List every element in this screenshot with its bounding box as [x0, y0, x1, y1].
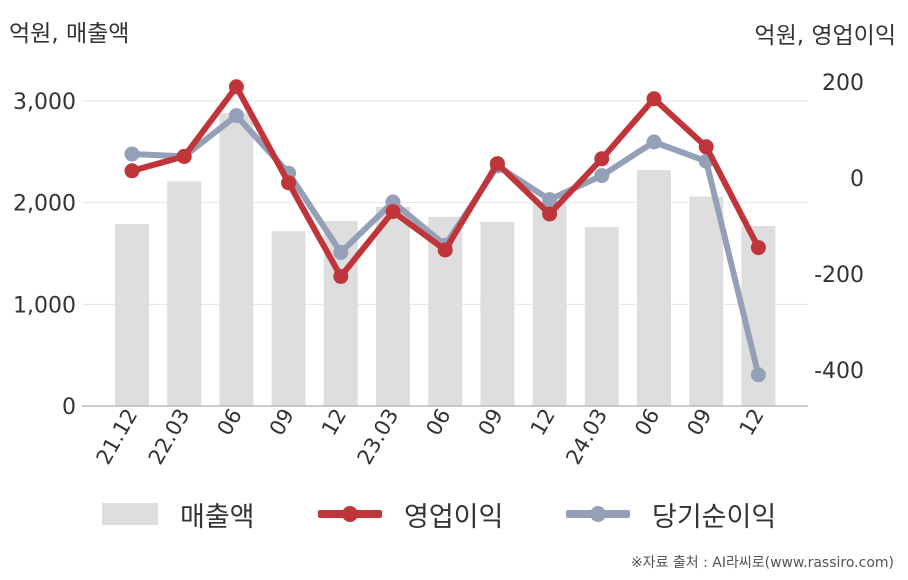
operating-profit-marker: [750, 240, 766, 256]
revenue-bar: [480, 221, 515, 406]
operating-profit-marker: [594, 151, 610, 167]
legend-item-operating: 영업이익: [318, 494, 503, 534]
profit-lines: [124, 79, 766, 383]
x-tick-label: 23.03: [352, 405, 403, 469]
legend-net-marker: [590, 506, 606, 522]
left-tick-label: 3,000: [13, 90, 76, 115]
revenue-bar: [689, 196, 724, 406]
x-tick-label: 09: [682, 405, 716, 440]
operating-profit-marker: [124, 163, 140, 179]
revenue-bar: [115, 224, 149, 406]
operating-profit-marker: [542, 206, 558, 222]
net-income-marker: [124, 146, 140, 162]
left-tick-label: 1,000: [13, 293, 76, 318]
legend-item-revenue: 매출액: [102, 494, 255, 534]
net-income-marker: [333, 244, 349, 260]
x-tick-label: 06: [630, 405, 664, 440]
operating-profit-marker: [176, 148, 192, 164]
revenue-bar: [584, 227, 619, 406]
right-axis-unit: 억원, 영업이익: [754, 23, 896, 49]
x-tick-label: 12: [735, 405, 769, 440]
legend-revenue-label: 매출액: [180, 501, 255, 533]
left-tick-label: 0: [62, 395, 76, 420]
right-tick-label: -400: [814, 359, 864, 384]
x-tick-label: 09: [265, 405, 299, 440]
operating-profit-marker: [281, 175, 297, 191]
revenue-bar: [532, 201, 567, 406]
x-tick-label: 21.12: [91, 405, 142, 469]
net-income-marker: [750, 367, 766, 383]
operating-profit-marker: [489, 156, 505, 172]
operating-profit-marker: [333, 268, 349, 284]
legend-operating-label: 영업이익: [404, 501, 504, 533]
right-tick-label: 200: [822, 71, 864, 96]
legend-operating-swatch: [318, 494, 382, 534]
operating-profit-marker: [385, 204, 401, 220]
x-tick-label: 09: [474, 405, 508, 440]
legend-operating-marker: [342, 506, 358, 522]
net-income-marker: [542, 192, 558, 208]
legend-net-swatch: [566, 494, 630, 534]
x-tick-label: 06: [421, 405, 455, 440]
net-income-marker: [594, 168, 610, 184]
revenue-bar: [271, 231, 306, 406]
revenue-bar: [637, 170, 671, 406]
legend-net-label: 당기순이익: [652, 501, 777, 533]
x-tick-label: 22.03: [144, 405, 195, 469]
operating-profit-marker: [698, 139, 714, 155]
right-tick-label: 0: [850, 167, 864, 192]
revenue-bars: [115, 113, 776, 406]
left-tick-label: 2,000: [13, 192, 76, 217]
x-tick-label: 24.03: [561, 405, 612, 469]
revenue-bar: [219, 113, 254, 406]
net-income-marker: [646, 134, 662, 150]
legend-item-net: 당기순이익: [566, 494, 776, 534]
revenue-bar: [167, 181, 202, 406]
source-note: ※자료 출처 : AI라씨로(www.rassiro.com): [630, 555, 894, 571]
operating-profit-marker: [228, 79, 244, 95]
legend-revenue-swatch: [102, 503, 158, 525]
operating-profit-marker: [646, 91, 662, 107]
x-tick-label: 12: [317, 405, 351, 440]
right-tick-label: -200: [814, 263, 864, 288]
revenue-bar: [376, 206, 410, 406]
operating-profit-marker: [437, 242, 453, 258]
left-axis-unit: 억원, 매출액: [9, 21, 130, 47]
x-tick-label: 12: [526, 405, 560, 440]
legend: 매출액 영업이익 당기순이익: [0, 494, 908, 534]
x-tick-label: 06: [213, 405, 247, 440]
net-income-marker: [228, 108, 244, 124]
